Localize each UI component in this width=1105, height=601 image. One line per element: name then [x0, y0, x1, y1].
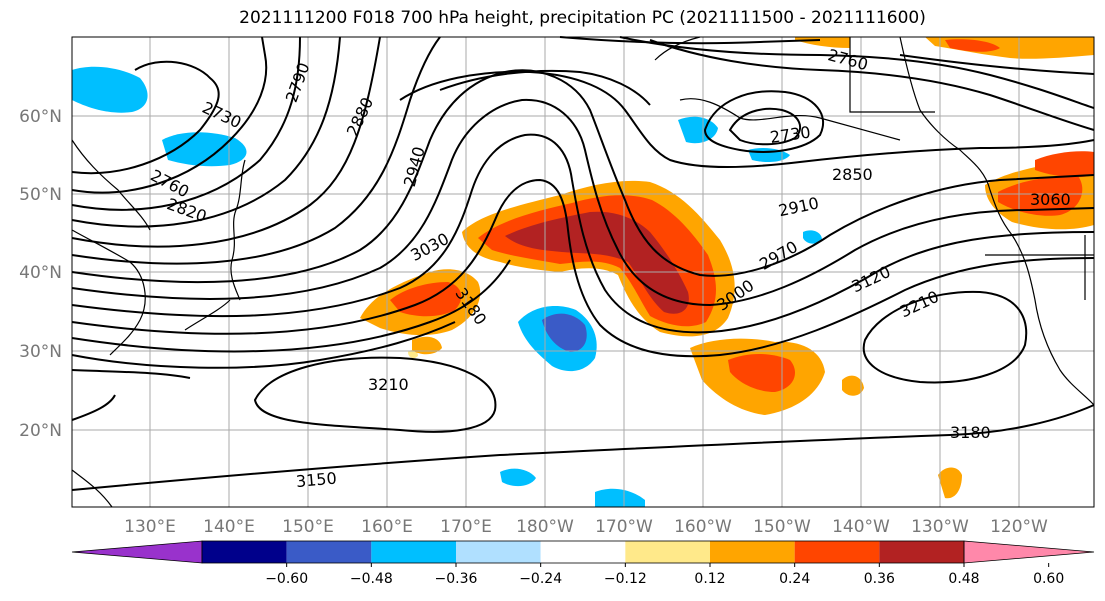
lat-label: 40°N — [19, 263, 62, 283]
lon-label: 170°W — [595, 517, 653, 537]
lon-label: 120°W — [990, 517, 1048, 537]
coastlines — [71, 36, 1095, 508]
latitude-labels: 60°N 50°N 40°N 30°N 20°N — [19, 107, 62, 441]
colorbar-swatch — [286, 541, 372, 563]
lat-label: 30°N — [19, 342, 62, 362]
colorbar-swatch — [879, 541, 964, 563]
lat-label: 60°N — [19, 107, 62, 127]
colorbar-swatch — [710, 541, 795, 563]
contour-label: 3180 — [950, 423, 991, 442]
colorbar-swatch — [540, 541, 626, 563]
colorbar-swatch — [456, 541, 541, 563]
colorbar-border — [201, 540, 965, 564]
height-contours — [71, 36, 1095, 491]
colorbar-tick-label: −0.48 — [350, 571, 393, 587]
lon-label: 130°E — [124, 517, 176, 537]
colorbar-tick-label: −0.24 — [519, 571, 562, 587]
colorbar-extend-low — [71, 540, 203, 564]
lon-label: 130°W — [911, 517, 969, 537]
lon-label: 160°E — [361, 517, 413, 537]
map-frame — [71, 36, 1095, 508]
contour-label: 3150 — [295, 469, 337, 491]
colorbar-tick-label: −0.12 — [604, 571, 647, 587]
colorbar-swatch — [371, 541, 456, 563]
colorbar-swatch — [202, 541, 287, 563]
colorbar-tick-label: 0.48 — [948, 571, 979, 587]
lon-label: 160°W — [674, 517, 732, 537]
longitude-labels: 130°E 140°E 150°E 160°E 170°E 180°W 170°… — [124, 517, 1048, 537]
lat-label: 20°N — [19, 421, 62, 441]
colorbar-tick-label: −0.60 — [265, 571, 308, 587]
lat-label: 50°N — [19, 185, 62, 205]
lon-label: 150°E — [282, 517, 334, 537]
precipitation-positive-shading — [360, 37, 1094, 499]
colorbar-tick-label: 0.36 — [864, 571, 895, 587]
lon-label: 170°E — [440, 517, 492, 537]
lon-label: 140°W — [832, 517, 890, 537]
lon-label: 180°W — [516, 517, 574, 537]
map-title: 2021111200 F018 700 hPa height, precipit… — [239, 8, 926, 28]
colorbar-extend-high — [963, 540, 1095, 564]
colorbar-tick-label: 0.12 — [694, 571, 725, 587]
colorbar-tick-label: 0.60 — [1033, 571, 1064, 587]
contour-label: 3210 — [368, 375, 409, 394]
colorbar-tick-label: 0.24 — [779, 571, 810, 587]
contour-label: 2850 — [832, 165, 873, 184]
colorbar: −0.60 −0.48 −0.36 −0.24 −0.12 0.12 0.24 0.36 0.4… — [71, 540, 1095, 587]
colorbar-swatch — [794, 541, 880, 563]
lon-label: 140°E — [203, 517, 255, 537]
colorbar-swatch — [625, 541, 710, 563]
lon-label: 150°W — [753, 517, 811, 537]
contour-label: 3060 — [1030, 190, 1071, 209]
colorbar-tick-label: −0.36 — [435, 571, 478, 587]
